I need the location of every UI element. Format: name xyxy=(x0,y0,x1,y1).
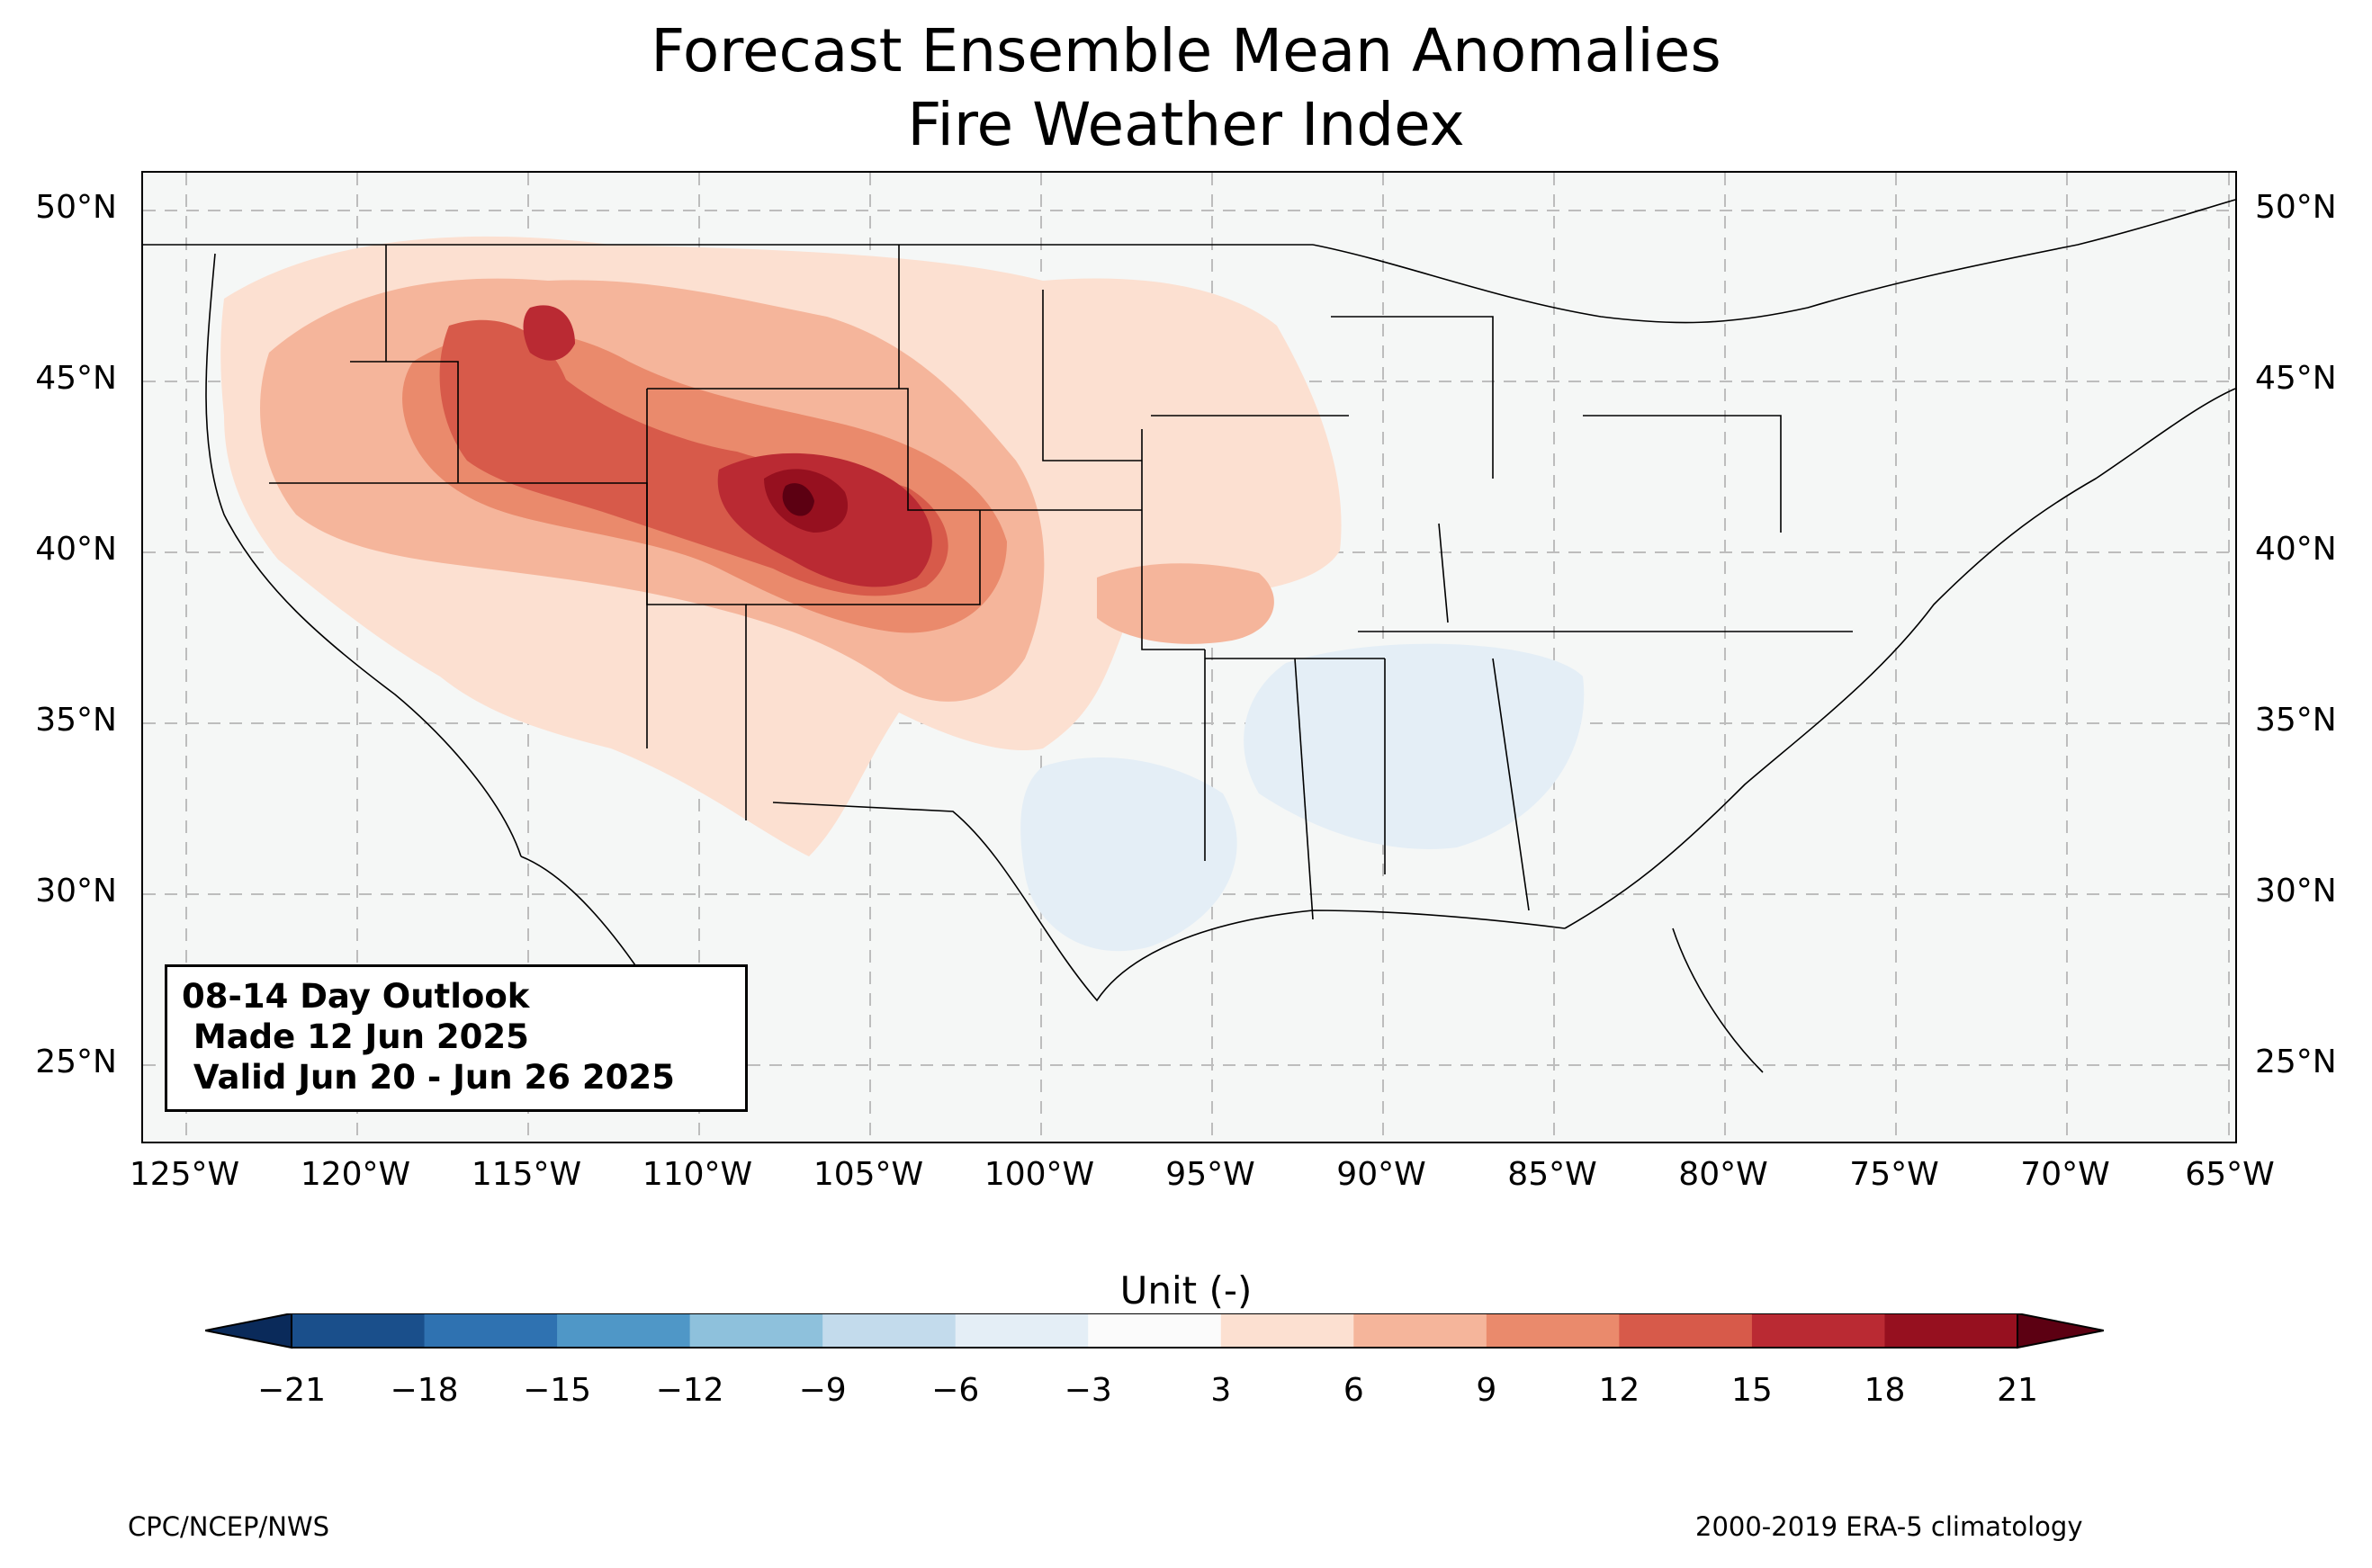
colorbar-cell xyxy=(292,1313,426,1348)
colorbar-cell xyxy=(1220,1313,1354,1348)
lon-label: 120°W xyxy=(300,1156,411,1193)
lon-label: 125°W xyxy=(129,1156,240,1193)
colorbar-tick-label: −21 xyxy=(257,1372,326,1409)
outlook-info-box: 08-14 Day Outlook Made 12 Jun 2025 Valid… xyxy=(165,964,748,1112)
lon-label: 75°W xyxy=(1849,1156,1939,1193)
negative-anomaly-areas xyxy=(1020,643,1585,952)
colorbar-outline xyxy=(291,1313,2018,1348)
colorbar-cell xyxy=(689,1313,823,1348)
source-credit: CPC/NCEP/NWS xyxy=(128,1511,330,1542)
lat-label-right: 25°N xyxy=(2255,1044,2337,1080)
colorbar-tick-label: −3 xyxy=(1064,1372,1112,1409)
colorbar-cell xyxy=(1619,1313,1753,1348)
colorbar-tick-label: −18 xyxy=(390,1372,459,1409)
title-line1: Forecast Ensemble Mean Anomalies xyxy=(651,16,1721,85)
colorbar-tick-label: −12 xyxy=(655,1372,724,1409)
colorbar-cell xyxy=(1751,1313,1885,1348)
outlook-period: 08-14 Day Outlook xyxy=(182,977,530,1016)
colorbar-cell xyxy=(1353,1313,1487,1348)
lat-label-right: 30°N xyxy=(2255,873,2337,909)
lat-label-right: 50°N xyxy=(2255,189,2337,226)
lon-label: 110°W xyxy=(642,1156,753,1193)
colorbar-tick-label: −15 xyxy=(523,1372,592,1409)
colorbar-title: Unit (-) xyxy=(1119,1268,1253,1313)
lat-label-left: 50°N xyxy=(35,189,117,226)
lat-label-left: 30°N xyxy=(35,873,117,909)
lon-label: 115°W xyxy=(471,1156,582,1193)
lat-label-left: 40°N xyxy=(35,531,117,568)
lon-label: 95°W xyxy=(1165,1156,1255,1193)
lat-label-left: 35°N xyxy=(35,702,117,739)
lon-label: 105°W xyxy=(813,1156,924,1193)
lat-label-right: 35°N xyxy=(2255,702,2337,739)
colorbar-tick-label: 9 xyxy=(1476,1372,1497,1409)
lon-label: 65°W xyxy=(2185,1156,2275,1193)
colorbar-cell xyxy=(557,1313,691,1348)
colorbar-cells xyxy=(292,1313,2018,1348)
colorbar-cell xyxy=(1884,1313,2018,1348)
state-borders xyxy=(143,199,2235,1073)
colorbar-cell xyxy=(955,1313,1089,1348)
colorbar-tick-label: 21 xyxy=(1997,1372,2038,1409)
colorbar-cell xyxy=(424,1313,558,1348)
lon-label: 85°W xyxy=(1507,1156,1597,1193)
lat-label-right: 40°N xyxy=(2255,531,2337,568)
colorbar xyxy=(205,1313,2104,1349)
colorbar-tick-label: 6 xyxy=(1343,1372,1364,1409)
anomaly-map xyxy=(143,173,2235,1142)
colorbar-cell xyxy=(1088,1313,1222,1348)
positive-anomaly-areas xyxy=(220,236,1342,857)
colorbar-tick-label: 15 xyxy=(1731,1372,1773,1409)
lat-label-right: 45°N xyxy=(2255,360,2337,397)
outlook-made-date: Made 12 Jun 2025 xyxy=(182,1017,529,1056)
colorbar-cell xyxy=(1486,1313,1620,1348)
colorbar-tick-label: 3 xyxy=(1210,1372,1232,1409)
lat-label-left: 45°N xyxy=(35,360,117,397)
colorbar-tick-label: −6 xyxy=(931,1372,980,1409)
lon-label: 70°W xyxy=(2020,1156,2110,1193)
climatology-note: 2000-2019 ERA-5 climatology xyxy=(1695,1511,2083,1542)
colorbar-tick-label: −9 xyxy=(798,1372,847,1409)
colorbar-under-arrow xyxy=(205,1313,292,1349)
colorbar-cell xyxy=(822,1313,957,1348)
colorbar-tick-label: 12 xyxy=(1598,1372,1640,1409)
outlook-valid-range: Valid Jun 20 - Jun 26 2025 xyxy=(182,1058,675,1097)
lon-label: 100°W xyxy=(984,1156,1095,1193)
title-line2: Fire Weather Index xyxy=(907,90,1465,159)
lon-label: 90°W xyxy=(1336,1156,1426,1193)
lon-label: 80°W xyxy=(1678,1156,1768,1193)
lat-label-left: 25°N xyxy=(35,1044,117,1080)
colorbar-tick-label: 18 xyxy=(1864,1372,1906,1409)
colorbar-over-arrow xyxy=(2017,1313,2104,1349)
